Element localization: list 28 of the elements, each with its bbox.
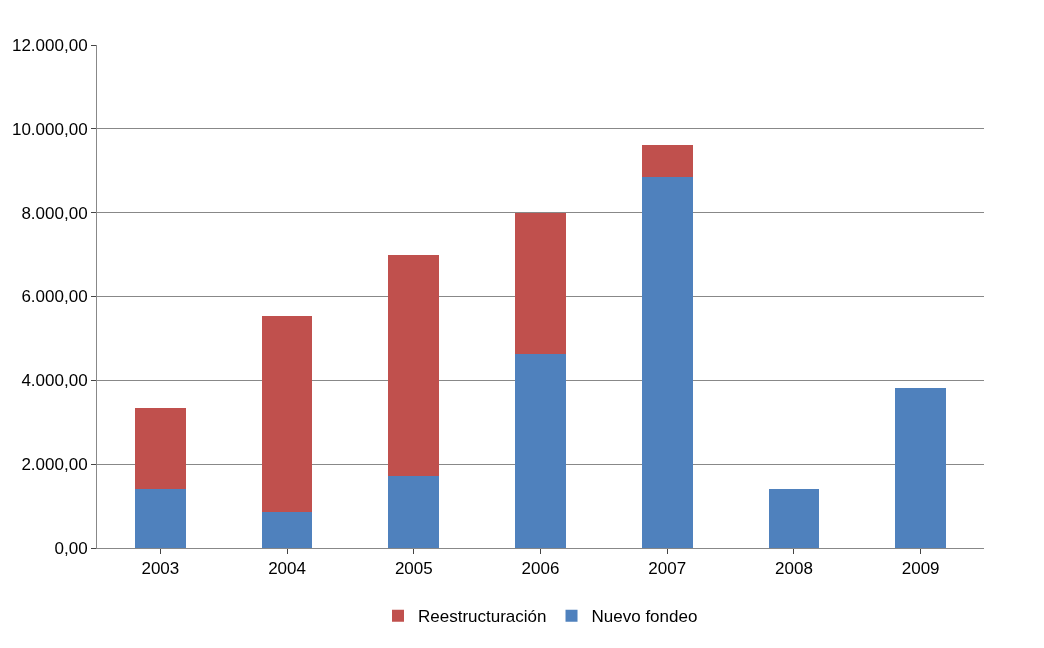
x-tick-label: 2003 [141,559,180,579]
y-tick-label: 2.000,00 [21,455,88,475]
bar [895,387,946,548]
x-tick-label: 2009 [901,559,940,579]
x-tick-label: 2004 [268,559,306,579]
bar [641,177,693,548]
bar [388,255,440,477]
legend-label: Nuevo fondeo [591,607,698,627]
y-tick-label: 10.000,00 [11,119,88,139]
bar [135,408,186,489]
y-tick-label: 0,00 [54,538,88,558]
bar [641,144,693,178]
bar [135,488,186,548]
y-tick-label: 4.000,00 [21,371,88,391]
legend-label: Reestructuración [418,607,547,627]
x-tick-label: 2007 [648,559,687,579]
bar [768,489,820,548]
y-tick-label: 12.000,00 [11,35,88,55]
y-tick-label: 6.000,00 [21,287,88,307]
x-tick-label: 2005 [394,559,433,579]
bar [261,511,313,548]
bar [388,476,440,548]
y-tick-label: 8.000,00 [21,203,88,223]
x-tick-label: 2006 [521,559,560,579]
bar [515,353,566,548]
x-tick-label: 2008 [775,559,813,579]
bar [515,212,566,354]
bar [261,315,313,512]
